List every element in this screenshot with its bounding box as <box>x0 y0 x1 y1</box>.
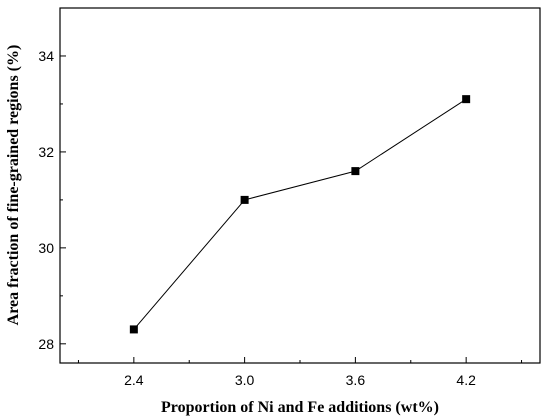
data-point-marker <box>351 167 359 175</box>
tick-labels: 2.4 3.0 3.6 4.2 28 30 32 34 <box>38 48 476 388</box>
y-tick-label: 30 <box>38 240 54 256</box>
data-point-marker <box>241 196 249 204</box>
x-tick-label: 2.4 <box>124 372 144 388</box>
x-axis-title: Proportion of Ni and Fe additions (wt%) <box>161 399 439 416</box>
x-tick-label: 3.0 <box>235 372 255 388</box>
y-tick-label: 28 <box>38 336 54 352</box>
series-line <box>134 99 466 329</box>
y-tick-label: 34 <box>38 48 54 64</box>
data-point-marker <box>462 95 470 103</box>
x-tick-label: 3.6 <box>346 372 366 388</box>
data-markers <box>130 95 470 333</box>
data-point-marker <box>130 325 138 333</box>
tick-marks <box>60 8 522 363</box>
y-axis-title: Area fraction of fine-grained regions (%… <box>5 45 22 326</box>
y-tick-label: 32 <box>38 144 54 160</box>
x-tick-label: 4.2 <box>456 372 476 388</box>
